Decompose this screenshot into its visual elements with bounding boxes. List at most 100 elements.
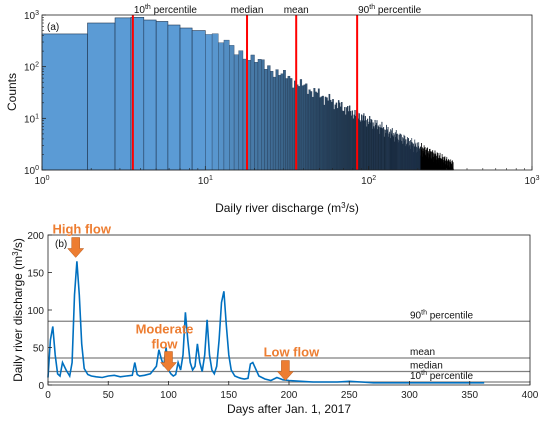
- histogram-bar: [267, 65, 271, 171]
- histogram-bar: [283, 70, 286, 171]
- histogram-bar: [87, 22, 116, 171]
- annotation-arrow: [276, 360, 294, 381]
- x-tick-label: 400: [522, 390, 539, 401]
- histogram-bar: [311, 96, 314, 171]
- histogram-bar: [320, 96, 323, 171]
- histogram-bar: [310, 91, 313, 171]
- x-tick-label: 102: [361, 175, 376, 187]
- histogram-bar: [329, 99, 332, 171]
- percentile-label: 90th percentile: [358, 4, 422, 16]
- histogram-bar: [280, 73, 284, 171]
- y-tick-label: 0: [38, 381, 44, 392]
- x-tick-label: 100: [160, 390, 177, 401]
- histogram-bar: [238, 50, 244, 171]
- histogram-bar: [301, 85, 304, 171]
- histogram-bar: [316, 92, 319, 171]
- reference-line-label: 90th percentile: [410, 309, 474, 321]
- x-tick-label: 50: [103, 390, 115, 401]
- y-tick-label: 100: [27, 306, 44, 317]
- histogram-panel-label: (a): [47, 22, 59, 33]
- histogram-bar: [314, 91, 317, 171]
- y-tick-label: 100: [24, 165, 39, 177]
- annotation-arrow: [159, 351, 178, 372]
- discharge-series-line: [47, 261, 485, 384]
- annotation-text: Moderate: [136, 322, 194, 337]
- histogram-bar: [261, 59, 265, 171]
- histogram-bar: [114, 17, 132, 171]
- y-tick-label: 150: [27, 269, 44, 280]
- y-tick-label: 102: [24, 62, 39, 74]
- histogram-bar: [324, 96, 327, 171]
- histogram-bar: [327, 100, 329, 171]
- x-tick-label: 250: [341, 390, 358, 401]
- timeseries-panel-label: (b): [55, 239, 67, 250]
- histogram-bar: [278, 75, 282, 171]
- histogram-bar: [299, 79, 303, 171]
- histogram-bar: [167, 24, 181, 171]
- reference-line-label: mean: [410, 347, 435, 358]
- y-tick-label: 103: [24, 10, 39, 22]
- timeseries-ticks: 0 50 100 150 200 250 300 350 400 0 50 100 150 200: [27, 231, 538, 401]
- histogram-bar: [229, 45, 235, 171]
- reference-line-label: 10th percentile: [410, 370, 474, 382]
- histogram-bar: [323, 104, 326, 171]
- timeseries-x-axis-label: Days after Jan. 1, 2017: [227, 402, 351, 416]
- x-tick-label: 350: [461, 390, 478, 401]
- x-tick-label: 150: [220, 390, 237, 401]
- histogram-bar: [291, 87, 295, 171]
- percentile-lines: 10th percentile median mean 90th percentile: [131, 4, 422, 170]
- histogram-bar: [191, 30, 206, 171]
- histogram-bar: [272, 76, 276, 171]
- annotation-arrow: [67, 237, 85, 258]
- histogram-bar: [319, 97, 322, 171]
- histogram-x-axis-label: Daily river discharge (m3/s): [215, 201, 359, 215]
- histogram-y-axis-label: Counts: [5, 73, 19, 111]
- annotation-text: flow: [152, 337, 179, 352]
- histogram-bar: [303, 84, 306, 171]
- histogram-bar: [254, 62, 259, 171]
- histogram-bar: [155, 21, 169, 171]
- histogram-bar: [179, 27, 193, 171]
- histogram-bar: [264, 69, 268, 171]
- histogram-panel: 10th percentile median mean 90th percentile…: [5, 4, 540, 215]
- histogram-bar: [275, 69, 279, 171]
- x-tick-label: 103: [524, 175, 539, 187]
- histogram-bar: [287, 75, 291, 171]
- percentile-label: 10th percentile: [134, 4, 198, 16]
- histogram-bar: [297, 86, 301, 171]
- annotation-text: High flow: [52, 222, 111, 237]
- histogram-bar: [218, 42, 225, 171]
- histogram-bar: [313, 88, 316, 171]
- histogram-bar: [270, 70, 274, 171]
- y-tick-label: 200: [27, 231, 44, 242]
- histogram-bar: [285, 78, 289, 171]
- histogram-bar: [41, 33, 88, 171]
- histogram-bar: [331, 101, 333, 171]
- x-tick-label: 100: [34, 175, 49, 187]
- histogram-bar: [143, 19, 157, 171]
- histogram-bar: [322, 95, 324, 171]
- histogram-bar: [205, 34, 213, 171]
- histogram-bar: [250, 54, 255, 171]
- histogram-bar: [305, 83, 308, 171]
- y-tick-label: 101: [24, 113, 39, 125]
- histogram-ticks: 100 101 102 103 100 101 102 103: [24, 10, 540, 187]
- percentile-label: median: [231, 5, 264, 16]
- histogram-bar: [328, 93, 331, 171]
- x-tick-label: 300: [401, 390, 418, 401]
- x-tick-label: 101: [198, 175, 213, 187]
- histogram-bar: [317, 88, 320, 171]
- x-tick-label: 0: [45, 390, 51, 401]
- histogram-bar: [233, 54, 239, 171]
- histogram-bar: [306, 93, 309, 171]
- histogram-bar: [257, 59, 262, 171]
- y-tick-label: 50: [33, 344, 45, 355]
- histogram-bar: [332, 99, 334, 171]
- timeseries-y-axis-label: Daily river discharge (m3/s): [11, 238, 25, 382]
- histogram-bar: [308, 89, 311, 171]
- x-tick-label: 200: [281, 390, 298, 401]
- reference-line-label: median: [410, 361, 443, 372]
- histogram-bar: [326, 97, 328, 171]
